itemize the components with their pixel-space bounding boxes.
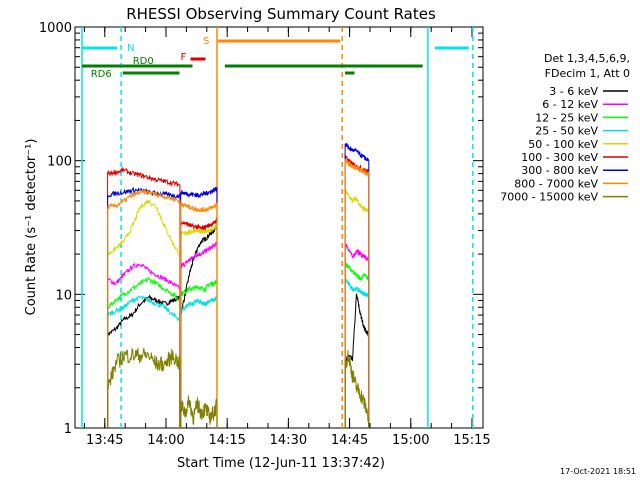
legend-label: 800 - 7000 keV [514,177,598,190]
x-tick-label: 14:45 [331,433,368,448]
y-tick-label: 1 [64,422,72,437]
series-line [344,155,370,428]
series-line [180,395,218,428]
legend-label: 3 - 6 keV [549,85,598,98]
series-line [344,189,370,428]
y-axis-label: Count Rate (s⁻¹ detector⁻¹) [24,139,39,316]
series-line [107,295,181,428]
x-tick-label: 14:15 [208,433,245,448]
series-line [180,186,218,428]
plot-area: 1 10 100 1000 13:45 14:00 14:15 14:30 14:45 15:00… [39,21,491,448]
x-tick-label: 15:00 [392,433,429,448]
series-line [107,262,181,428]
plot-frame [74,26,484,429]
y-tick-label: 1000 [39,21,72,36]
x-tick-label: 14:30 [270,433,307,448]
y-tick-label: 100 [47,155,72,170]
series-line [107,294,181,428]
x-tick-label: 14:00 [147,433,184,448]
series-line [180,224,218,428]
legend-label: 50 - 100 keV [528,138,598,151]
series-line [107,276,181,428]
chart-title: RHESSI Observing Summary Count Rates [126,5,436,23]
chart-legend: Det 1,3,4,5,6,9, FDecim 1, Att 0 3 - 6 k… [500,52,630,204]
legend-header-detectors: Det 1,3,4,5,6,9, [544,52,630,65]
x-tick-label: 13:45 [86,433,123,448]
legend-label: 100 - 300 keV [521,151,598,164]
legend-label: 25 - 50 keV [535,125,598,138]
legend-label: 12 - 25 keV [535,111,598,124]
legend-label: 6 - 12 keV [542,98,598,111]
series-800-7000-kev [107,158,370,428]
legend-header-settings: FDecim 1, Att 0 [545,67,630,80]
series-line [107,166,181,428]
rd6-flag-label: RD6 [91,69,112,80]
series-line [180,241,218,428]
generated-timestamp: 17-Oct-2021 18:51 [560,467,636,476]
series-line [180,295,218,428]
y-tick-label: 10 [55,288,72,303]
series-line [107,199,181,428]
night-flag-label: N [127,43,134,54]
series-line [180,201,218,428]
series-100-300-kev [107,155,370,428]
series-line [344,349,370,428]
series-line [344,158,370,428]
series-line [344,262,370,428]
series-25-50-kev [107,277,370,428]
legend-label: 7000 - 15000 keV [500,191,598,204]
series-line [107,188,181,428]
series-line [107,347,181,428]
series-line [180,217,218,428]
series-7000-15000-kev [107,347,370,428]
flare-flag-label: F [180,52,186,63]
series-12-25-kev [107,262,370,428]
series-3-6-kev [107,224,370,428]
series-line [344,243,370,428]
series-50-100-kev [107,189,370,428]
series-line [180,279,218,428]
series-line [344,277,370,428]
x-tick-label: 15:15 [453,433,490,448]
series-line [107,187,181,428]
saa-flag-label: S [203,36,209,47]
x-axis-label: Start Time (12-Jun-11 13:37:42) [177,456,385,471]
series-300-800-kev [107,142,370,428]
series-line [180,224,218,428]
legend-label: 300 - 800 keV [521,164,598,177]
series-6-12-kev [107,241,370,428]
series-line [344,142,370,428]
rd0-flag-label: RD0 [133,56,154,67]
